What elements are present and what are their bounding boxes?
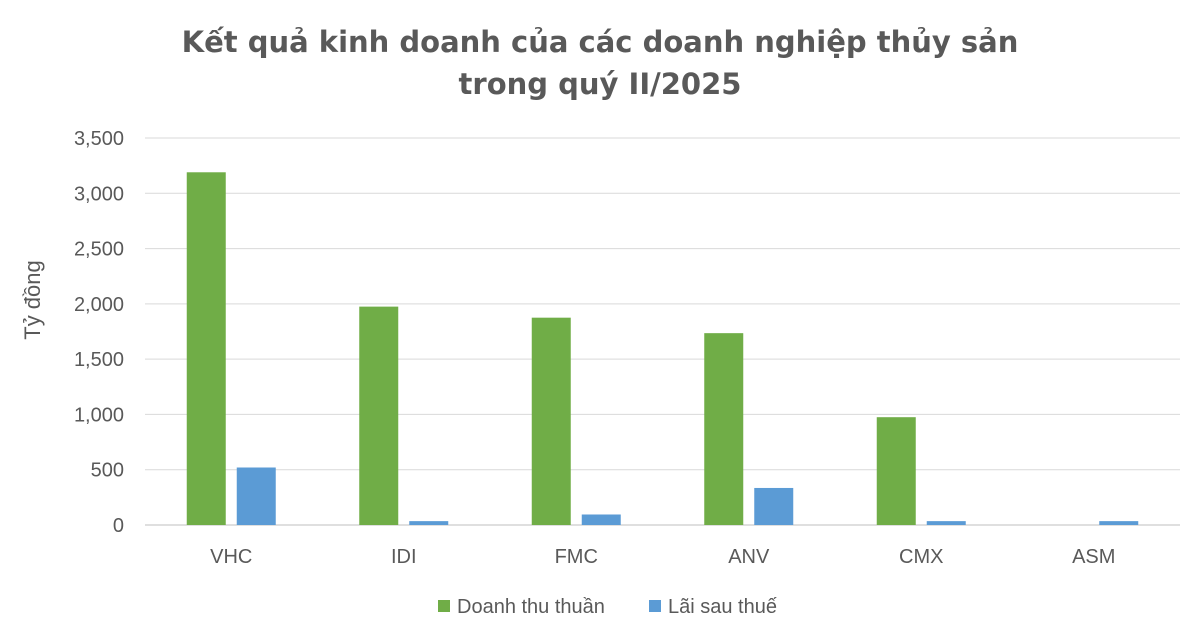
legend-label: Doanh thu thuần <box>457 596 605 618</box>
bar-asm-series-2 <box>1099 521 1139 525</box>
y-tick-label: 500 <box>91 460 124 482</box>
y-tick-label: 2,000 <box>74 294 124 316</box>
gridlines <box>145 137 1180 526</box>
legend-swatch <box>649 600 661 612</box>
bar-fmc-series-1 <box>531 317 571 525</box>
bar-idi-series-1 <box>359 306 399 525</box>
x-tick-label: FMC <box>555 546 598 568</box>
y-tick-label: 1,000 <box>74 404 124 426</box>
bar-cmx-series-2 <box>926 521 966 525</box>
y-axis-label: Tỷ đồng <box>20 260 45 340</box>
x-tick-label: ASM <box>1072 546 1115 568</box>
bar-idi-series-2 <box>409 521 449 525</box>
y-tick-label: 3,000 <box>74 183 124 205</box>
x-tick-label: ANV <box>728 546 770 568</box>
x-tick-label: IDI <box>391 546 417 568</box>
y-tick-label: 1,500 <box>74 349 124 371</box>
x-axis-ticks: VHC IDI FMC ANV CMX ASM <box>210 546 1115 568</box>
y-tick-label: 2,500 <box>74 239 124 261</box>
y-tick-label: 0 <box>113 515 124 537</box>
chart-title-line-1: Kết quả kinh doanh của các doanh nghiệp … <box>181 25 1019 59</box>
legend-label: Lãi sau thuế <box>668 596 777 618</box>
bar-vhc-series-1 <box>186 172 226 525</box>
x-tick-label: VHC <box>210 546 252 568</box>
bar-vhc-series-2 <box>236 467 276 525</box>
x-tick-label: CMX <box>899 546 943 568</box>
bar-anv-series-2 <box>754 487 794 525</box>
bar-anv-series-1 <box>704 333 744 525</box>
legend-swatch <box>438 600 450 612</box>
bar-cmx-series-1 <box>876 417 916 525</box>
bars <box>186 172 1139 525</box>
legend: Doanh thu thuần Lãi sau thuế <box>438 596 777 618</box>
chart-title-line-2: trong quý II/2025 <box>458 67 742 101</box>
y-axis-ticks: 0 500 1,000 1,500 2,000 2,500 3,000 3,500 <box>74 128 124 537</box>
y-tick-label: 3,500 <box>74 128 124 150</box>
bar-fmc-series-2 <box>581 514 621 525</box>
